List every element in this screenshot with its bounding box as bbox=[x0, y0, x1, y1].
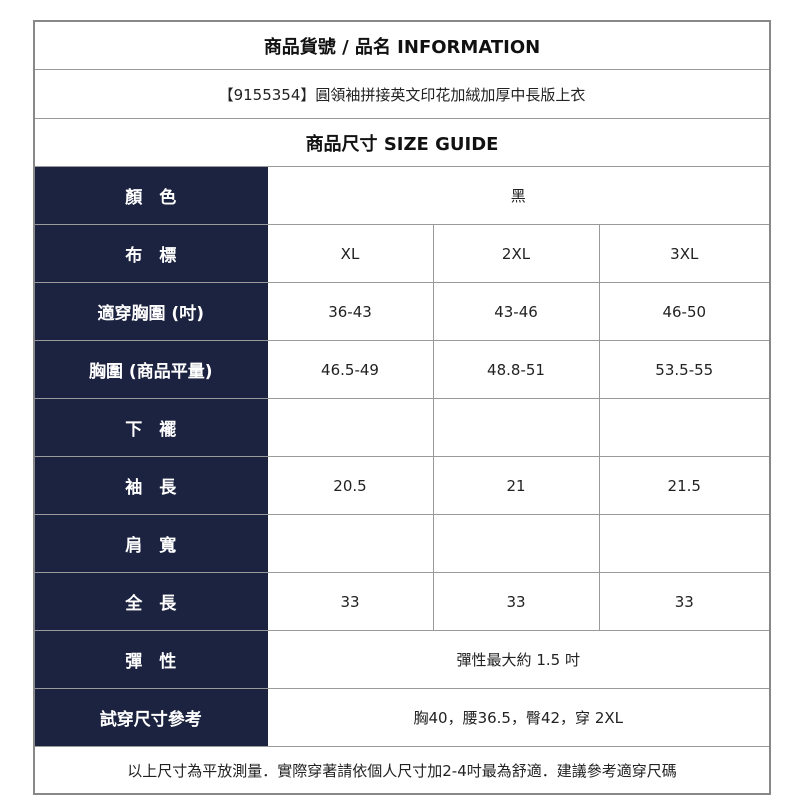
color-row: 顏 色 黑 bbox=[33, 166, 771, 225]
size-cell: 53.5-55 bbox=[598, 340, 771, 399]
size-row: 全 長 33 33 33 bbox=[33, 572, 771, 631]
size-row: 胸圍 (商品平量) 46.5-49 48.8-51 53.5-55 bbox=[33, 340, 771, 399]
size-cell bbox=[598, 398, 771, 457]
size-cell: 48.8-51 bbox=[432, 340, 600, 399]
size-row: 肩 寬 bbox=[33, 514, 771, 573]
size-row: 下 襬 bbox=[33, 398, 771, 457]
size-cell bbox=[266, 514, 434, 573]
elasticity-value: 彈性最大約 1.5 吋 bbox=[266, 630, 771, 689]
product-name: 【9155354】圓領袖拼接英文印花加絨加厚中長版上衣 bbox=[33, 69, 771, 119]
color-value: 黑 bbox=[266, 166, 771, 225]
row-label: 袖 長 bbox=[33, 456, 268, 515]
size-guide-table: 商品貨號 / 品名 INFORMATION 【9155354】圓領袖拼接英文印花… bbox=[33, 20, 772, 795]
row-label: 胸圍 (商品平量) bbox=[33, 340, 268, 399]
size-cell: XL bbox=[266, 224, 434, 283]
size-cell: 33 bbox=[432, 572, 600, 631]
size-cell bbox=[432, 398, 600, 457]
size-cell: 46-50 bbox=[598, 282, 771, 341]
size-row: 袖 長 20.5 21 21.5 bbox=[33, 456, 771, 515]
size-cell: 43-46 bbox=[432, 282, 600, 341]
size-cell: 3XL bbox=[598, 224, 771, 283]
size-cell: 2XL bbox=[432, 224, 600, 283]
size-cell: 21 bbox=[432, 456, 600, 515]
size-cell bbox=[598, 514, 771, 573]
size-row: 布 標 XL 2XL 3XL bbox=[33, 224, 771, 283]
size-cell: 21.5 bbox=[598, 456, 771, 515]
fitting-row: 試穿尺寸參考 胸40，腰36.5，臀42，穿 2XL bbox=[33, 688, 771, 747]
size-guide-title: 商品尺寸 SIZE GUIDE bbox=[33, 118, 771, 167]
row-label: 布 標 bbox=[33, 224, 268, 283]
size-cell: 33 bbox=[598, 572, 771, 631]
size-cell bbox=[432, 514, 600, 573]
size-cell: 33 bbox=[266, 572, 434, 631]
row-label: 全 長 bbox=[33, 572, 268, 631]
size-row: 適穿胸圍 (吋) 36-43 43-46 46-50 bbox=[33, 282, 771, 341]
size-cell bbox=[266, 398, 434, 457]
row-label: 彈 性 bbox=[33, 630, 268, 689]
fitting-value: 胸40，腰36.5，臀42，穿 2XL bbox=[266, 688, 771, 747]
size-cell: 46.5-49 bbox=[266, 340, 434, 399]
row-label: 下 襬 bbox=[33, 398, 268, 457]
elasticity-row: 彈 性 彈性最大約 1.5 吋 bbox=[33, 630, 771, 689]
row-label: 適穿胸圍 (吋) bbox=[33, 282, 268, 341]
info-title: 商品貨號 / 品名 INFORMATION bbox=[33, 20, 771, 70]
footer-note: 以上尺寸為平放測量．實際穿著請依個人尺寸加2-4吋最為舒適．建議參考適穿尺碼 bbox=[33, 746, 771, 795]
row-label: 顏 色 bbox=[33, 166, 268, 225]
size-cell: 36-43 bbox=[266, 282, 434, 341]
size-cell: 20.5 bbox=[266, 456, 434, 515]
row-label: 試穿尺寸參考 bbox=[33, 688, 268, 747]
row-label: 肩 寬 bbox=[33, 514, 268, 573]
